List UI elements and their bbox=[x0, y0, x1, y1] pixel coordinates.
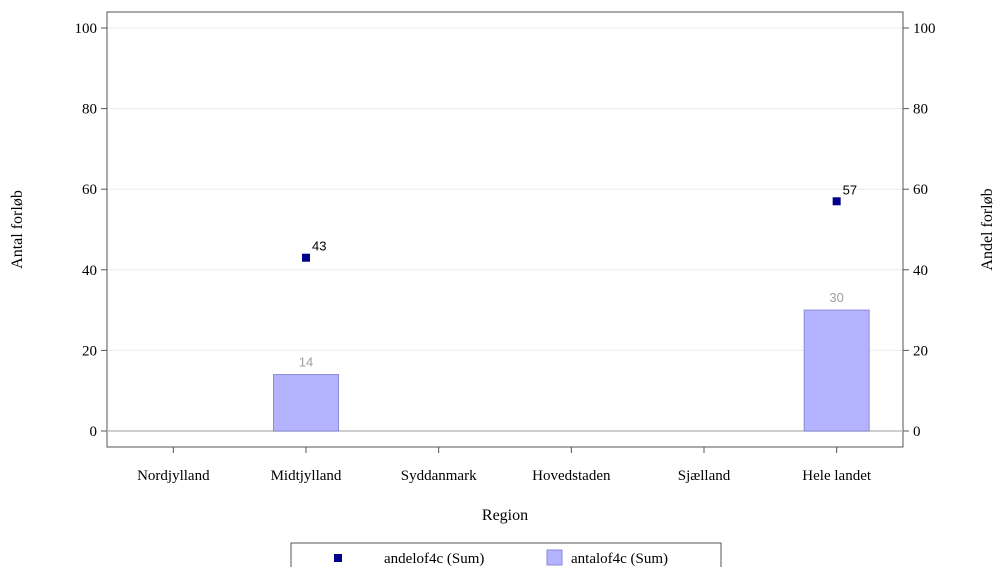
y2-tick-label: 100 bbox=[913, 21, 936, 37]
point-marker bbox=[302, 253, 310, 262]
y2-axis-title: Andel forløb bbox=[979, 188, 996, 270]
bar-data-label: 30 bbox=[829, 290, 843, 305]
bar bbox=[803, 309, 870, 432]
x-tick-label: Nordjylland bbox=[137, 468, 210, 484]
legend-marker-icon bbox=[334, 554, 342, 562]
x-tick-label: Hele landet bbox=[802, 468, 872, 484]
bar-data-label: 14 bbox=[299, 355, 313, 370]
y2-tick-label: 60 bbox=[913, 182, 928, 198]
y-tick-label: 0 bbox=[90, 424, 98, 440]
x-tick-label: Sjælland bbox=[678, 468, 731, 484]
legend-label: andelof4c (Sum) bbox=[384, 551, 484, 567]
bar bbox=[273, 374, 339, 432]
y2-tick-label: 20 bbox=[913, 343, 928, 359]
y-tick-label: 20 bbox=[82, 343, 97, 359]
plot-frame bbox=[106, 11, 904, 448]
legend-bar-icon bbox=[546, 549, 563, 566]
y-tick-label: 80 bbox=[82, 102, 97, 118]
legend-label: antalof4c (Sum) bbox=[571, 551, 668, 567]
y2-tick-label: 40 bbox=[913, 263, 928, 279]
point-data-label: 43 bbox=[312, 239, 326, 254]
x-axis-title: Region bbox=[482, 507, 528, 524]
y-tick-label: 60 bbox=[82, 182, 97, 198]
x-tick-label: Syddanmark bbox=[401, 468, 477, 484]
y-tick-label: 100 bbox=[75, 21, 98, 37]
y-axis-title: Antal forløb bbox=[9, 190, 26, 269]
point-marker bbox=[832, 197, 841, 206]
y2-tick-label: 80 bbox=[913, 102, 928, 118]
point-data-label: 57 bbox=[843, 182, 857, 197]
x-tick-label: Hovedstaden bbox=[532, 468, 611, 484]
y-tick-label: 40 bbox=[82, 263, 97, 279]
x-tick-label: Midtjylland bbox=[271, 468, 342, 484]
y2-tick-label: 0 bbox=[913, 424, 921, 440]
